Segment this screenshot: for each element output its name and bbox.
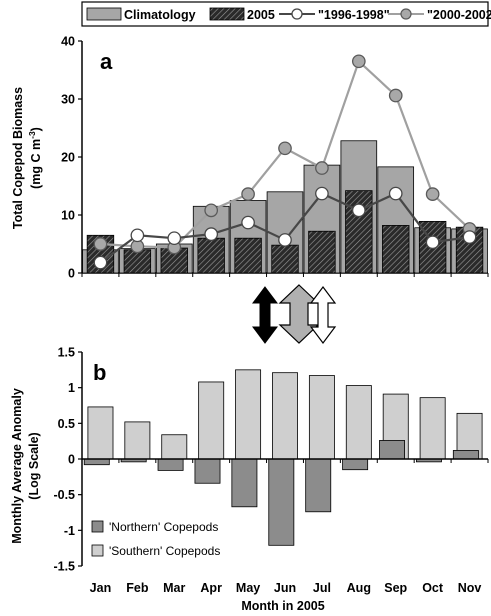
southern-copepod-bar xyxy=(272,372,298,460)
series-1996-1998-marker xyxy=(204,227,219,241)
series-2000-2002-marker xyxy=(93,237,108,251)
northern-copepod-bar xyxy=(452,450,479,460)
year-2005-bar xyxy=(308,230,336,274)
series-2000-2002-marker xyxy=(204,203,219,218)
year-2005-bar xyxy=(271,244,299,274)
legend-2000-2002-label: "2000-2002" xyxy=(427,8,491,22)
northern-copepod-bar xyxy=(305,458,332,513)
panel-b-ylabel-line2: (Log Scale) xyxy=(27,432,41,499)
panel-b-y-tick-label: -1.5 xyxy=(53,560,75,574)
series-2000-2002-marker xyxy=(388,88,403,103)
series-1996-1998-marker xyxy=(462,230,477,244)
panel-b-xlabel: Month in 2005 xyxy=(241,599,324,613)
month-tick-label: Aug xyxy=(347,581,371,595)
panel-b-y-tick-label: 0 xyxy=(68,453,75,467)
series-2000-2002-marker xyxy=(278,141,292,156)
month-tick-label: Oct xyxy=(422,581,444,595)
series-2000-2002-marker xyxy=(425,187,440,201)
southern-copepod-bar xyxy=(235,369,262,460)
panel-b-y-tick-label: 1.5 xyxy=(58,346,75,360)
southern-copepod-bar xyxy=(345,385,372,460)
year-2005-bar xyxy=(382,225,410,274)
month-tick-label: Jun xyxy=(274,581,296,595)
southern-copepod-bar xyxy=(124,421,151,460)
series-2000-2002-marker xyxy=(351,54,366,69)
panel-a-y-tick-label: 40 xyxy=(61,35,75,49)
series-1996-1998-marker xyxy=(351,203,366,218)
legend-a: Climatology 2005 "1996-1998" "2000-2002" xyxy=(81,1,491,27)
series-1996-1998-marker xyxy=(425,235,440,250)
panel-b-ylabel-line1: Monthly Average Anomaly xyxy=(10,388,24,544)
month-tick-label: Nov xyxy=(458,581,482,595)
year-2005-bar xyxy=(197,237,225,274)
legend-2005-swatch xyxy=(209,7,245,21)
month-tick-label: Mar xyxy=(163,581,185,595)
arrows xyxy=(252,284,337,344)
panel-a-label: a xyxy=(100,49,113,74)
legend-southern-swatch xyxy=(91,544,104,557)
panel-b-y-tick-label: 1 xyxy=(68,381,75,395)
year-2005-bar xyxy=(123,249,152,274)
series-2000-2002-marker xyxy=(241,187,255,201)
southern-copepod-bar xyxy=(198,381,225,460)
arrow-white-double xyxy=(309,286,337,344)
legend-southern-label: 'Southern' Copepods xyxy=(109,544,220,558)
panel-a-plot: 0 10 20 30 40 xyxy=(61,35,489,281)
panel-b-label: b xyxy=(93,360,106,385)
panel-a-y-tick-label: 0 xyxy=(68,267,75,281)
southern-copepod-bar xyxy=(87,406,114,460)
legend-1996-1998-label: "1996-1998" xyxy=(318,8,390,22)
panel-a-y-tick-label: 10 xyxy=(61,209,75,223)
series-1996-1998-marker xyxy=(388,186,403,201)
arrow-grey-double xyxy=(278,284,320,344)
series-2000-2002-marker xyxy=(315,161,329,175)
southern-copepod-bar xyxy=(419,397,446,460)
series-1996-1998-marker xyxy=(93,255,108,270)
panel-b-y-tick-label: -1 xyxy=(64,524,75,538)
northern-copepod-bar xyxy=(157,458,184,471)
panel-b-plot: -1.5 -1 -0.5 0 0.5 1 1.5 Jan Feb Mar Apr May Jun Jul A… xyxy=(53,346,489,595)
panel-b-y-tick-label: -0.5 xyxy=(53,488,75,502)
month-tick-label: May xyxy=(236,581,260,595)
legend-b: 'Northern' Copepods 'Southern' Copepods xyxy=(91,520,220,558)
northern-copepod-bar xyxy=(194,458,221,484)
panel-a-ylabel-line1: Total Copepod Biomass xyxy=(11,87,25,229)
month-tick-label: Feb xyxy=(126,581,149,595)
series-1996-1998-marker xyxy=(167,231,182,246)
northern-copepod-bar xyxy=(231,458,258,508)
northern-copepod-bar xyxy=(268,458,295,546)
month-tick-label: Sep xyxy=(384,581,407,595)
legend-northern-label: 'Northern' Copepods xyxy=(109,520,218,534)
year-2005-bar xyxy=(345,190,373,274)
northern-copepod-bar xyxy=(379,440,405,460)
legend-climatology-swatch xyxy=(86,7,122,21)
legend-1996-1998-marker xyxy=(291,8,303,20)
series-1996-1998-marker xyxy=(315,186,329,201)
northern-copepod-bar xyxy=(83,458,110,466)
panel-a-y-tick-label: 30 xyxy=(61,93,75,107)
southern-copepod-bar xyxy=(161,434,188,460)
arrow-black-double xyxy=(252,286,278,344)
month-tick-label: Jan xyxy=(90,581,112,595)
year-2005-bar xyxy=(234,237,262,274)
month-tick-label: Apr xyxy=(200,581,222,595)
series-1996-1998-marker xyxy=(278,233,292,247)
month-tick-label: Jul xyxy=(313,581,331,595)
legend-2000-2002-marker xyxy=(400,8,412,20)
northern-copepod-bar xyxy=(342,458,369,471)
legend-climatology-label: Climatology xyxy=(124,8,196,22)
panel-a-y-tick-label: 20 xyxy=(61,151,75,165)
panel-b-y-tick-label: 0.5 xyxy=(58,417,75,431)
southern-copepod-bar xyxy=(308,375,335,460)
legend-2005-label: 2005 xyxy=(247,8,275,22)
panel-a-ylabel-line2: (mg C m-3) xyxy=(27,127,43,189)
series-1996-1998-marker xyxy=(130,228,145,243)
series-1996-1998-marker xyxy=(241,215,255,230)
legend-northern-swatch xyxy=(91,520,104,533)
